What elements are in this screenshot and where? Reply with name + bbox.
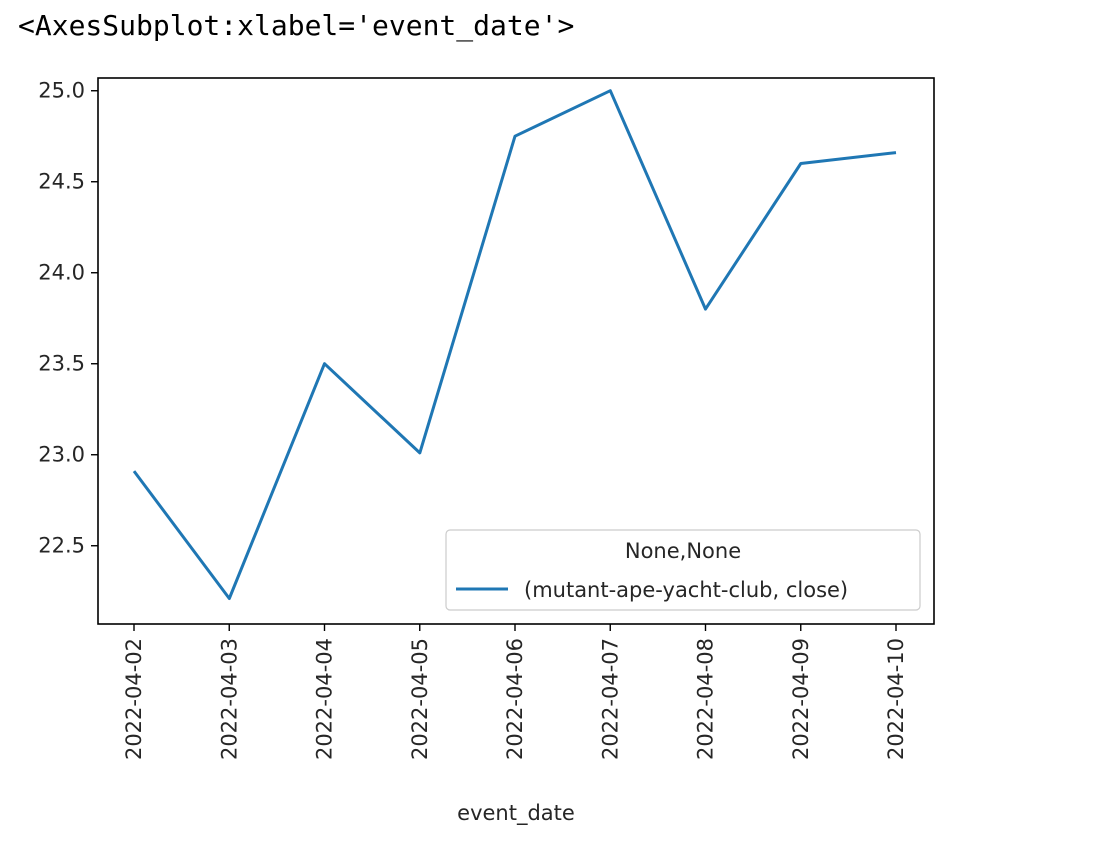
legend: None,None (mutant-ape-yacht-club, close) <box>445 529 921 611</box>
x-tick-label: 2022-04-03 <box>217 638 241 760</box>
y-tick-label: 22.5 <box>38 534 85 558</box>
series-line <box>132 89 897 600</box>
legend-entry-label: (mutant-ape-yacht-club, close) <box>524 578 848 602</box>
series-layer <box>132 89 897 600</box>
x-tick-label: 2022-04-02 <box>122 638 146 760</box>
output-repr-text: <AxesSubplot:xlabel='event_date'> <box>18 9 575 42</box>
y-tick-label: 23.0 <box>38 443 85 467</box>
y-tick-label: 24.5 <box>38 170 85 194</box>
y-tick-label: 24.0 <box>38 261 85 285</box>
x-tick-label: 2022-04-10 <box>884 638 908 760</box>
x-tick-label: 2022-04-06 <box>503 638 527 760</box>
x-tick-label: 2022-04-05 <box>408 638 432 760</box>
y-tick-label: 25.0 <box>38 79 85 103</box>
y-axis: 22.5 23.0 23.5 24.0 24.5 25.0 <box>38 79 98 558</box>
x-tick-label: 2022-04-08 <box>694 638 718 760</box>
x-axis-label: event_date <box>457 801 575 826</box>
y-tick-label: 23.5 <box>38 352 85 376</box>
x-tick-label: 2022-04-09 <box>789 638 813 760</box>
legend-title: None,None <box>625 539 741 563</box>
x-tick-label: 2022-04-07 <box>598 638 622 760</box>
plot-area-frame <box>97 77 935 625</box>
x-tick-label: 2022-04-04 <box>313 638 337 760</box>
x-axis: 2022-04-02 2022-04-03 2022-04-04 2022-04-05… <box>122 624 908 760</box>
legend-box <box>445 529 921 611</box>
